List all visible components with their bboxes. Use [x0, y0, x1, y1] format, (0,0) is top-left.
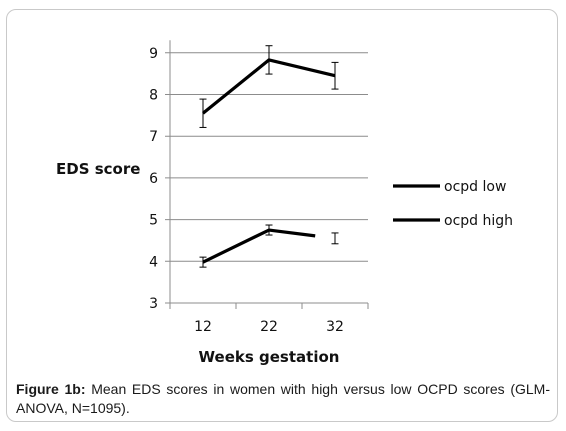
y-tick-label: 5 [149, 213, 158, 229]
error-bars [199, 45, 339, 268]
series-line [202, 228, 316, 264]
figure-caption: Figure 1b: Mean EDS scores in women with… [16, 380, 550, 418]
line-chart: 3 4 5 6 7 8 9 12 22 32 EDS score Weeks gestation… [56, 40, 513, 366]
y-tick-labels: 3 4 5 6 7 8 9 [149, 46, 158, 312]
caption-text: Mean EDS scores in women with high versu… [16, 381, 551, 416]
x-tick-label: 22 [260, 319, 278, 335]
x-tick-label: 12 [194, 319, 212, 335]
x-tick-label: 32 [326, 319, 344, 335]
y-tick-label: 8 [149, 88, 158, 104]
x-axis-label: Weeks gestation [199, 348, 340, 366]
caption-label: Figure 1b: [16, 381, 86, 397]
legend-label: ocpd high [444, 213, 513, 229]
gridlines [165, 52, 368, 304]
y-tick-label: 6 [149, 171, 158, 187]
y-tick-label: 7 [149, 129, 158, 145]
y-tick-label: 4 [149, 254, 158, 270]
axes [169, 40, 369, 309]
y-tick-label: 3 [149, 296, 158, 312]
legend-label: ocpd low [444, 179, 506, 195]
x-tick-labels: 12 22 32 [194, 319, 344, 335]
legend: ocpd low ocpd high [393, 179, 513, 229]
figure-frame [6, 9, 558, 422]
y-tick-label: 9 [149, 46, 158, 62]
y-axis-label: EDS score [56, 160, 140, 178]
